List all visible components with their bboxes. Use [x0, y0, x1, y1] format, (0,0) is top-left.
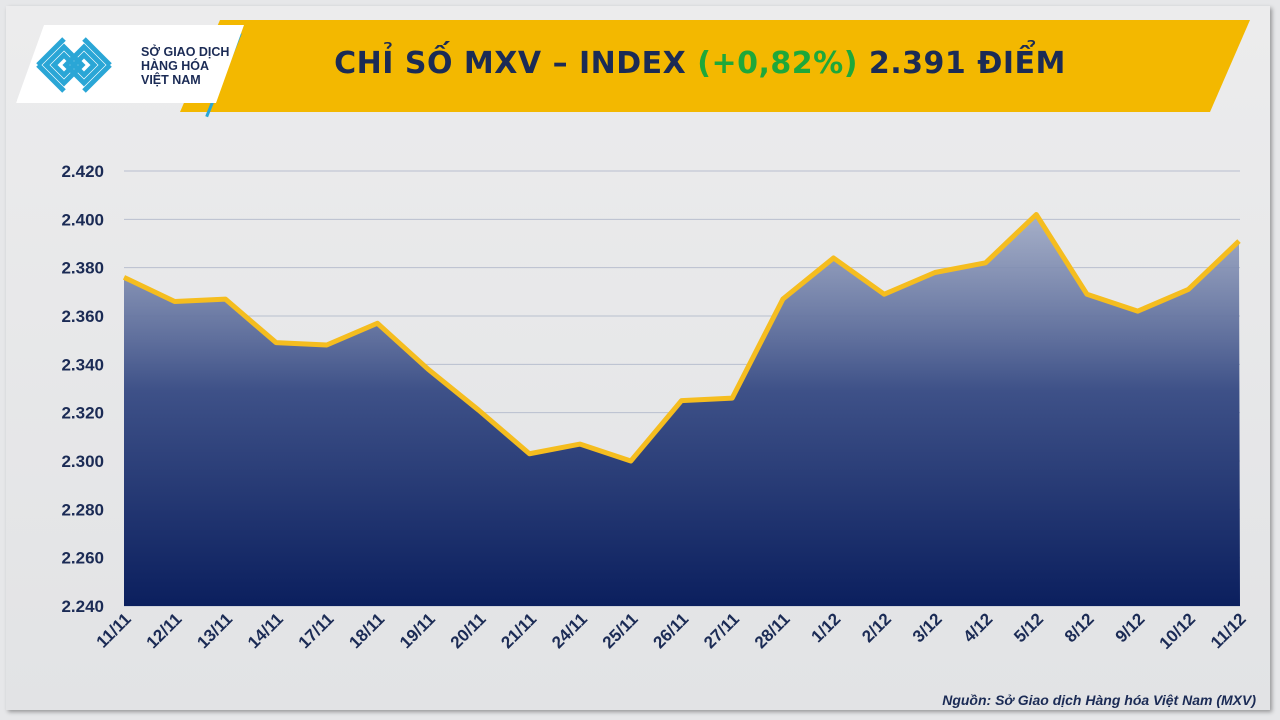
x-tick-label: 14/11 — [244, 609, 287, 652]
x-tick-label: 26/11 — [649, 609, 692, 652]
x-tick-label: 24/11 — [548, 609, 591, 652]
x-tick-label: 4/12 — [960, 609, 997, 646]
area-fill — [124, 214, 1240, 606]
y-tick-label: 2.340 — [61, 355, 104, 374]
mxv-logo-icon — [16, 25, 116, 103]
chart-title: CHỈ SỐ MXV – INDEX (+0,82%) 2.391 ĐIỂM — [334, 46, 1066, 81]
y-tick-label: 2.280 — [61, 500, 104, 519]
change-percent: (+0,82%) — [697, 46, 858, 81]
x-tick-label: 20/11 — [447, 609, 490, 652]
x-tick-label: 17/11 — [295, 609, 338, 652]
title-banner — [180, 20, 1250, 112]
y-tick-label: 2.320 — [61, 404, 104, 423]
x-tick-label: 1/12 — [808, 609, 845, 646]
x-tick-label: 5/12 — [1010, 609, 1047, 646]
source-note: Nguồn: Sở Giao dịch Hàng hóa Việt Nam (M… — [942, 692, 1256, 708]
y-tick-label: 2.300 — [61, 452, 104, 471]
x-tick-label: 3/12 — [909, 609, 946, 646]
y-tick-label: 2.240 — [61, 597, 104, 616]
x-tick-label: 21/11 — [497, 609, 540, 652]
x-tick-label: 2/12 — [858, 609, 895, 646]
x-tick-label: 25/11 — [599, 609, 642, 652]
x-tick-label: 19/11 — [396, 609, 439, 652]
logo-text: SỞ GIAO DỊCH HÀNG HÓA VIỆT NAM — [141, 45, 230, 87]
x-tick-label: 10/12 — [1156, 609, 1200, 653]
y-tick-label: 2.400 — [61, 210, 104, 229]
y-tick-label: 2.360 — [61, 307, 104, 326]
x-tick-label: 9/12 — [1112, 609, 1149, 646]
x-tick-label: 11/12 — [1207, 609, 1250, 652]
x-tick-label: 12/11 — [143, 609, 186, 652]
x-tick-label: 13/11 — [193, 609, 236, 652]
x-tick-label: 27/11 — [700, 609, 743, 652]
x-tick-label: 28/11 — [751, 609, 794, 652]
y-tick-label: 2.260 — [61, 549, 104, 568]
x-tick-label: 8/12 — [1061, 609, 1098, 646]
y-tick-label: 2.420 — [61, 162, 104, 181]
y-tick-label: 2.380 — [61, 259, 104, 278]
logo — [16, 25, 244, 103]
x-tick-label: 18/11 — [345, 609, 388, 652]
